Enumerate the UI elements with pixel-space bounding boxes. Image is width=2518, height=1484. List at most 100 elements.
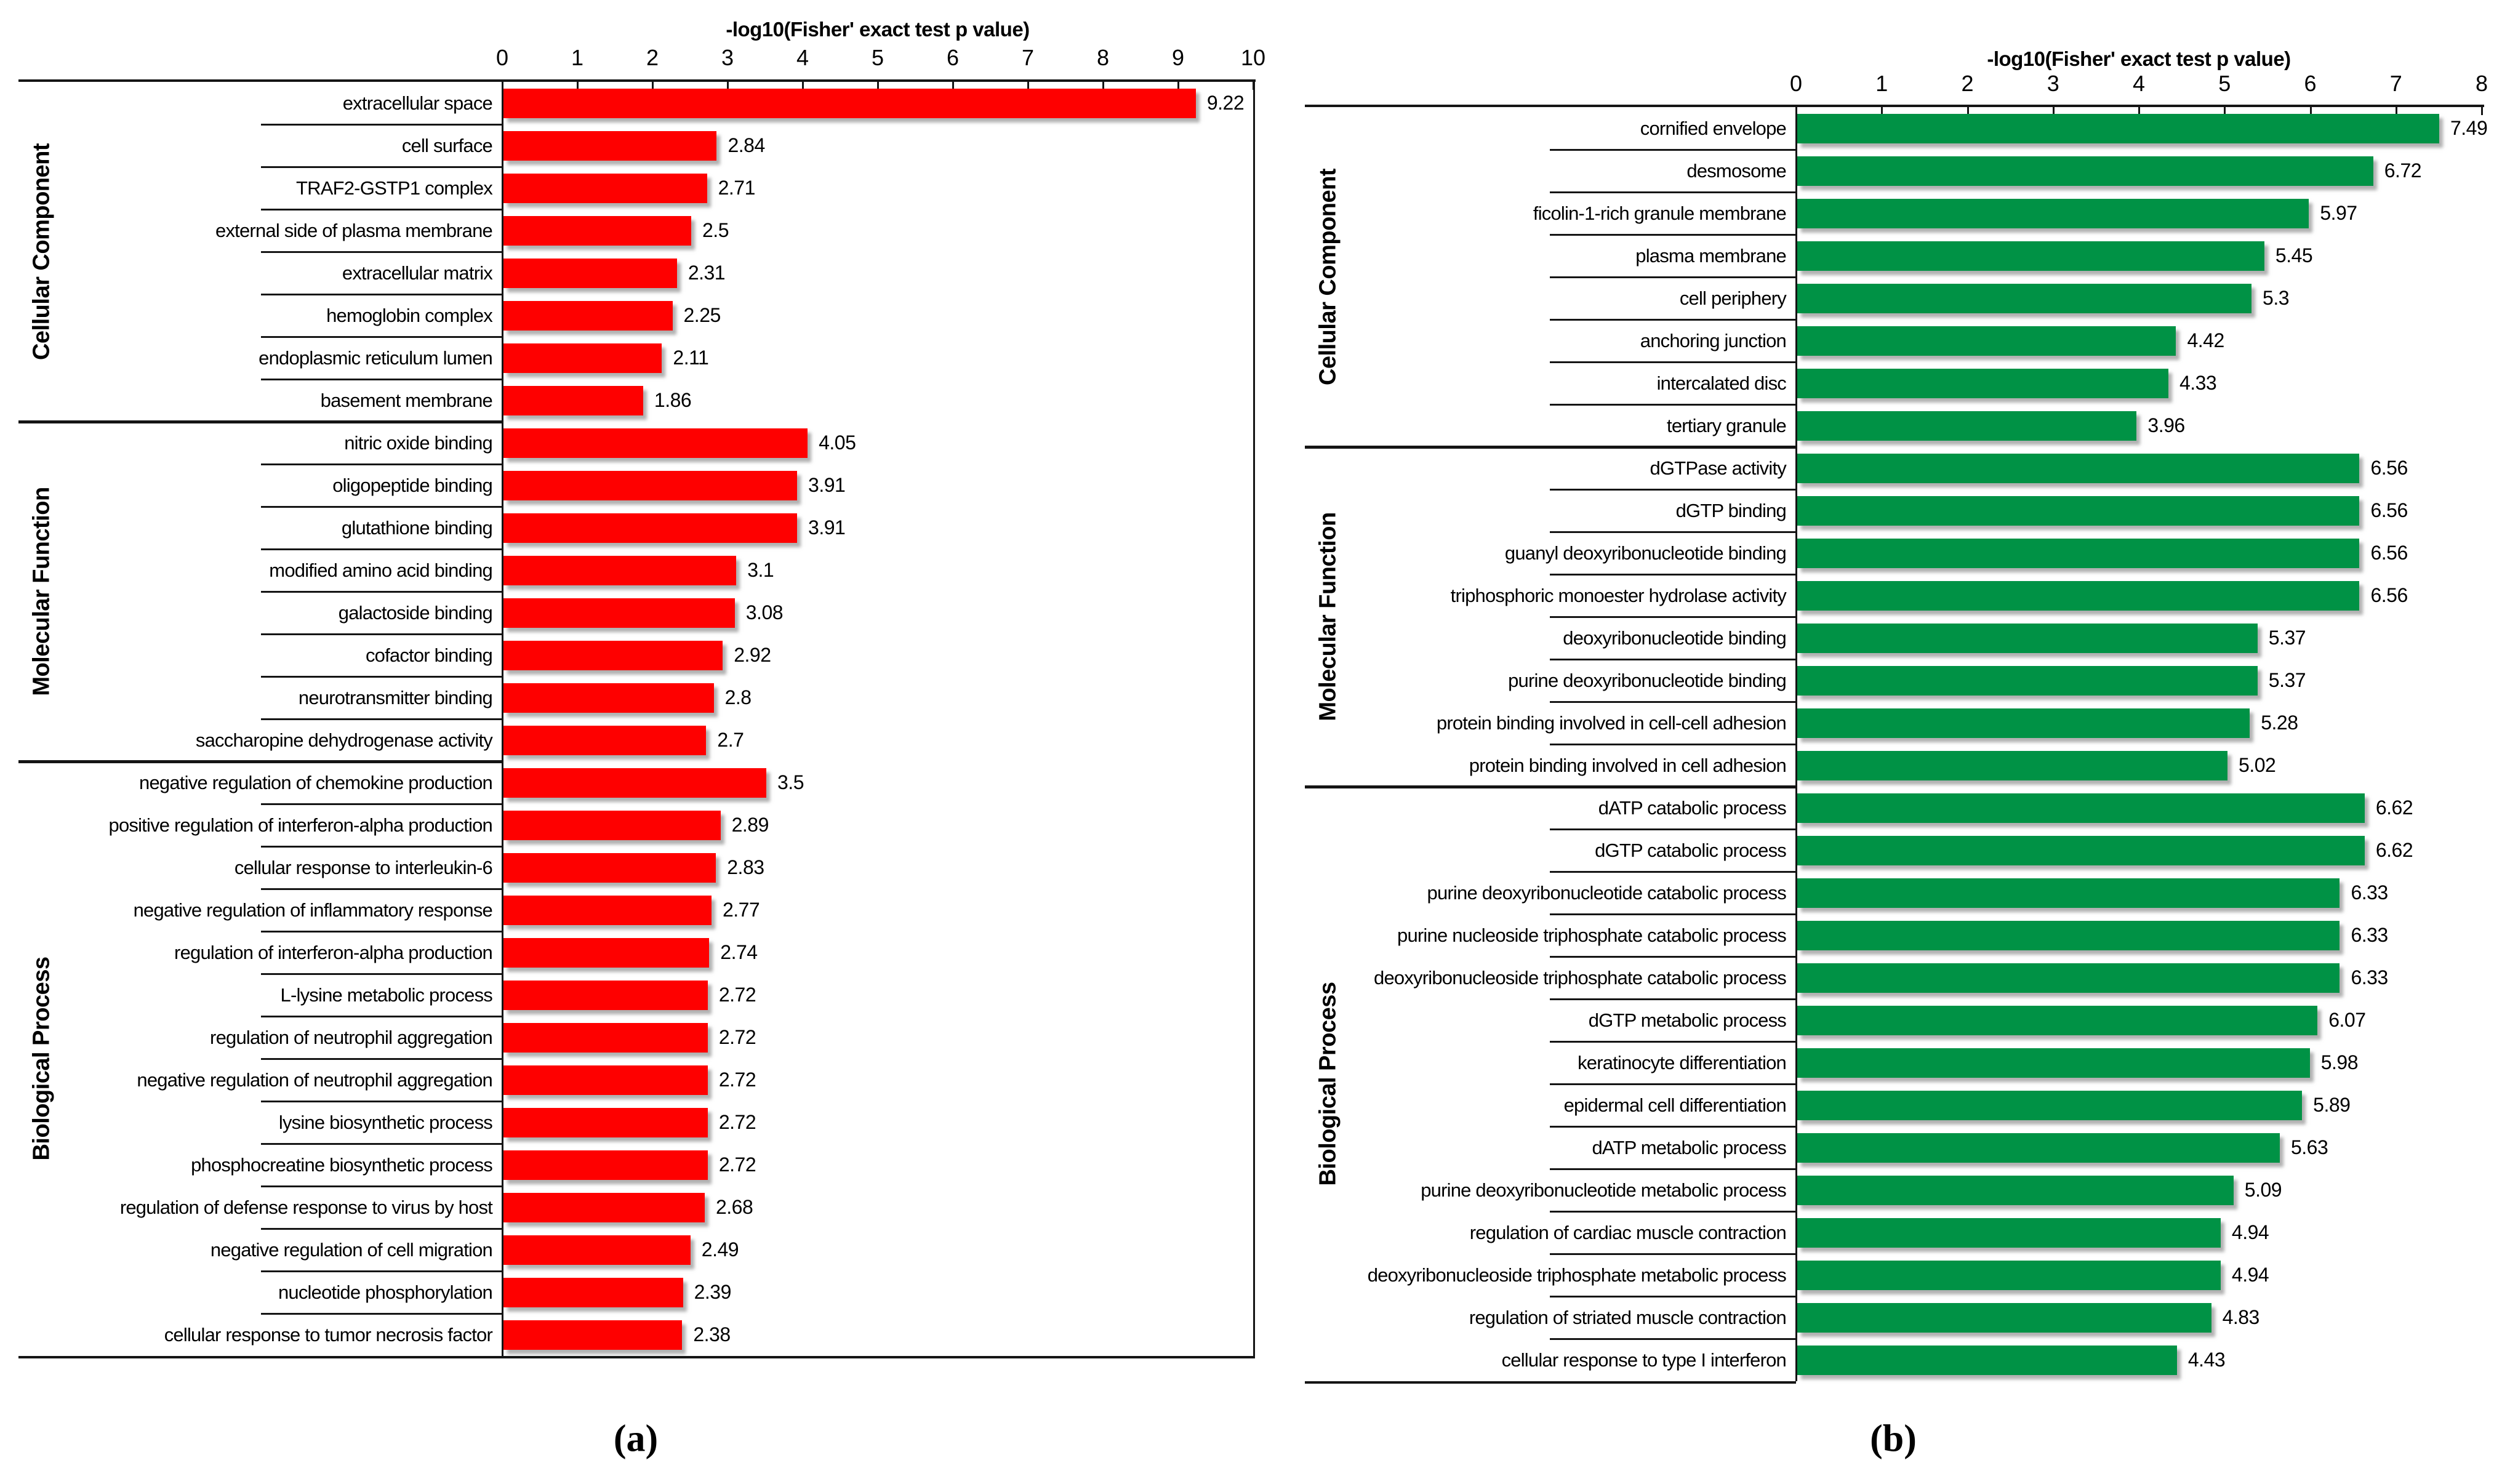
- row-separator: [1550, 489, 1796, 491]
- x-axis-tick-label: 1: [1875, 71, 1888, 96]
- bar: [503, 725, 707, 755]
- x-axis-tick-mark: [577, 82, 579, 90]
- row-separator: [261, 294, 502, 295]
- bar-value-label: 3.1: [747, 559, 774, 581]
- bar-value-label: 4.05: [819, 431, 856, 454]
- bar-value-label: 4.94: [2231, 1264, 2269, 1286]
- row-label: endoplasmic reticulum lumen: [259, 347, 493, 369]
- row-label: saccharopine dehydrogenase activity: [195, 729, 493, 751]
- bar-value-label: 2.11: [673, 347, 709, 369]
- row-label: extracellular space: [342, 92, 493, 114]
- panel-b-caption: (b): [1870, 1418, 1917, 1460]
- bar: [503, 555, 737, 585]
- bar-value-label: 5.97: [2320, 202, 2357, 224]
- bar-value-label: 4.94: [2231, 1221, 2269, 1243]
- row-separator: [1550, 191, 1796, 193]
- row-label: lysine biosynthetic process: [278, 1111, 493, 1133]
- x-axis-tick-mark: [2309, 107, 2312, 115]
- x-axis-tick-label: 7: [1021, 45, 1035, 70]
- row-label: protein binding involved in cell-cell ad…: [1436, 712, 1787, 734]
- axis-title: -log10(Fisher' exact test p value): [1987, 47, 2291, 70]
- row-separator: [1550, 149, 1796, 151]
- row-separator: [1550, 531, 1796, 533]
- row-label: dGTP binding: [1675, 499, 1787, 521]
- row-label: regulation of cardiac muscle contraction: [1469, 1221, 1787, 1243]
- x-axis-tick-mark: [1881, 107, 1883, 115]
- bar-value-label: 2.89: [731, 814, 769, 836]
- bar: [503, 385, 643, 415]
- row-label: tertiary granule: [1667, 414, 1787, 436]
- row-label: cellular response to type I interferon: [1501, 1349, 1787, 1371]
- plot-bottom-border: [18, 1356, 1255, 1358]
- x-axis-line: [18, 79, 1256, 82]
- bar-value-label: 5.02: [2239, 754, 2276, 776]
- bar: [1797, 495, 2360, 526]
- bar: [1797, 198, 2309, 228]
- bar-value-label: 6.72: [2384, 159, 2422, 182]
- row-label: purine deoxyribonucleotide metabolic pro…: [1421, 1179, 1787, 1201]
- bar: [503, 1022, 708, 1053]
- row-separator: [261, 888, 502, 890]
- bar: [503, 683, 714, 713]
- bar: [503, 598, 735, 628]
- row-separator: [261, 591, 502, 593]
- bar: [1797, 113, 2439, 143]
- row-separator: [1550, 701, 1796, 703]
- bar: [503, 428, 808, 458]
- bar: [1797, 623, 2258, 653]
- bar: [503, 130, 717, 161]
- x-axis-tick-mark: [652, 82, 654, 90]
- bar-value-label: 2.84: [728, 134, 765, 156]
- row-label: cell surface: [401, 134, 493, 156]
- x-axis-tick-mark: [802, 82, 804, 90]
- row-label: TRAF2-GSTP1 complex: [296, 177, 493, 199]
- row-label: L-lysine metabolic process: [280, 984, 493, 1006]
- row-separator: [261, 1228, 502, 1230]
- x-axis-tick-label: 1: [571, 45, 584, 70]
- row-label: cellular response to tumor necrosis fact…: [164, 1323, 493, 1346]
- bar: [503, 88, 1196, 118]
- bar-value-label: 2.39: [694, 1281, 732, 1303]
- x-axis-tick-mark: [2481, 107, 2483, 115]
- x-axis-tick-label: 9: [1171, 45, 1185, 70]
- bar: [1797, 453, 2360, 483]
- row-label: phosphocreatine biosynthetic process: [191, 1153, 493, 1176]
- row-separator: [1550, 319, 1796, 321]
- row-separator: [1550, 913, 1796, 915]
- x-axis-tick-mark: [877, 82, 879, 90]
- row-label: purine nucleoside triphosphate catabolic…: [1397, 924, 1787, 946]
- row-separator: [1550, 616, 1796, 618]
- x-axis-tick-label: 4: [796, 45, 809, 70]
- row-separator: [261, 1313, 502, 1315]
- x-axis-tick-label: 6: [2304, 71, 2317, 96]
- row-label: basement membrane: [320, 389, 493, 411]
- bar-value-label: 5.89: [2313, 1094, 2351, 1116]
- row-separator: [261, 379, 502, 380]
- bar: [503, 810, 721, 840]
- bar: [503, 300, 673, 331]
- row-separator: [1550, 1253, 1796, 1255]
- bar: [503, 1192, 705, 1222]
- row-separator: [1550, 1041, 1796, 1043]
- row-label: negative regulation of inflammatory resp…: [133, 899, 493, 921]
- x-axis-tick-mark: [727, 82, 729, 90]
- row-label: intercalated disc: [1656, 372, 1787, 394]
- bar-value-label: 2.74: [720, 941, 758, 963]
- bar-value-label: 2.72: [718, 1069, 756, 1091]
- x-axis-tick-mark: [1967, 107, 1969, 115]
- row-label: regulation of neutrophil aggregation: [210, 1026, 493, 1048]
- row-label: nitric oxide binding: [344, 431, 493, 454]
- x-axis-tick-mark: [1027, 82, 1029, 90]
- row-label: dGTPase activity: [1650, 457, 1786, 479]
- row-label: purine deoxyribonucleotide binding: [1508, 669, 1787, 691]
- bar: [503, 470, 798, 500]
- row-separator: [261, 124, 502, 126]
- x-axis-tick-mark: [952, 82, 954, 90]
- row-separator: [1550, 1296, 1796, 1297]
- bar-value-label: 2.83: [727, 856, 764, 878]
- plot-right-border: [1253, 79, 1255, 1356]
- row-label: galactoside binding: [338, 601, 493, 624]
- bar: [1797, 878, 2340, 908]
